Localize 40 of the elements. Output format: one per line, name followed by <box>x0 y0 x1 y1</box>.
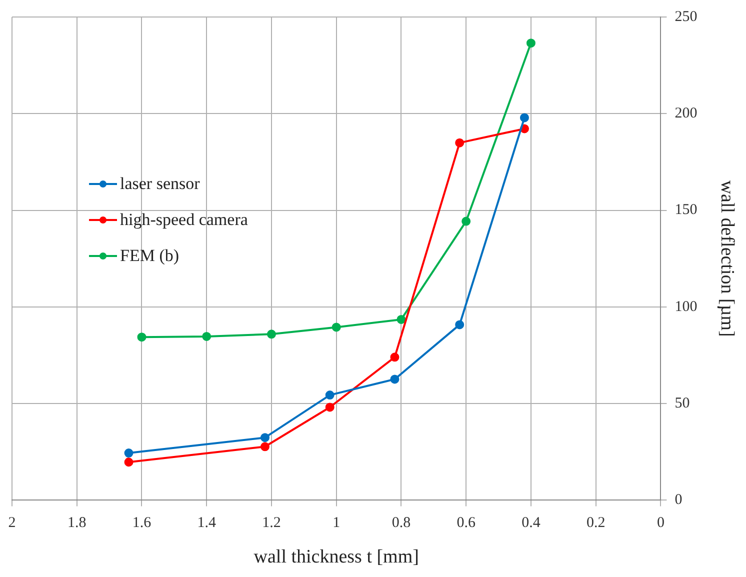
point <box>260 433 270 442</box>
x-tick-label: 0.2 <box>586 515 606 532</box>
point <box>332 322 341 332</box>
x-tick-label: 1.8 <box>67 515 86 532</box>
y-tick-label: 0 <box>674 492 682 508</box>
point <box>455 138 464 148</box>
point <box>266 330 276 339</box>
x-tick-label: 0 <box>656 515 664 532</box>
point <box>202 332 212 341</box>
point <box>390 352 400 362</box>
point <box>462 216 471 226</box>
x-tick-label: 1.6 <box>132 515 152 532</box>
x-tick-label: 0.4 <box>522 515 541 532</box>
y-axis-title: wall deflection [µm] <box>716 180 738 337</box>
point <box>124 448 134 458</box>
y-tick-label: 100 <box>674 298 698 315</box>
x-tick-label: 0.8 <box>392 515 411 532</box>
y-tick-label: 50 <box>674 395 690 412</box>
point <box>455 320 464 330</box>
point <box>396 314 406 324</box>
point <box>325 390 334 400</box>
legend-label: laser sensor <box>120 174 200 194</box>
legend-label: high-speed camera <box>120 210 248 230</box>
point <box>526 38 536 48</box>
x-tick-label: 1.2 <box>262 515 281 532</box>
y-tick-label: 150 <box>674 202 698 218</box>
legend-label: FEM (b) <box>120 246 180 266</box>
point <box>137 332 146 342</box>
point <box>390 374 400 384</box>
point <box>124 458 134 467</box>
y-tick-label: 200 <box>674 106 698 122</box>
x-tick-label: 0.6 <box>456 515 476 532</box>
x-tick-label: 2 <box>8 515 16 532</box>
x-axis-title: wall thickness t [mm] <box>254 546 419 568</box>
point <box>325 402 334 412</box>
x-tick-label: 1.4 <box>197 515 216 532</box>
point <box>520 113 529 122</box>
point <box>260 442 270 452</box>
x-tick-label: 1 <box>332 515 340 532</box>
y-tick-label: 250 <box>674 8 698 25</box>
